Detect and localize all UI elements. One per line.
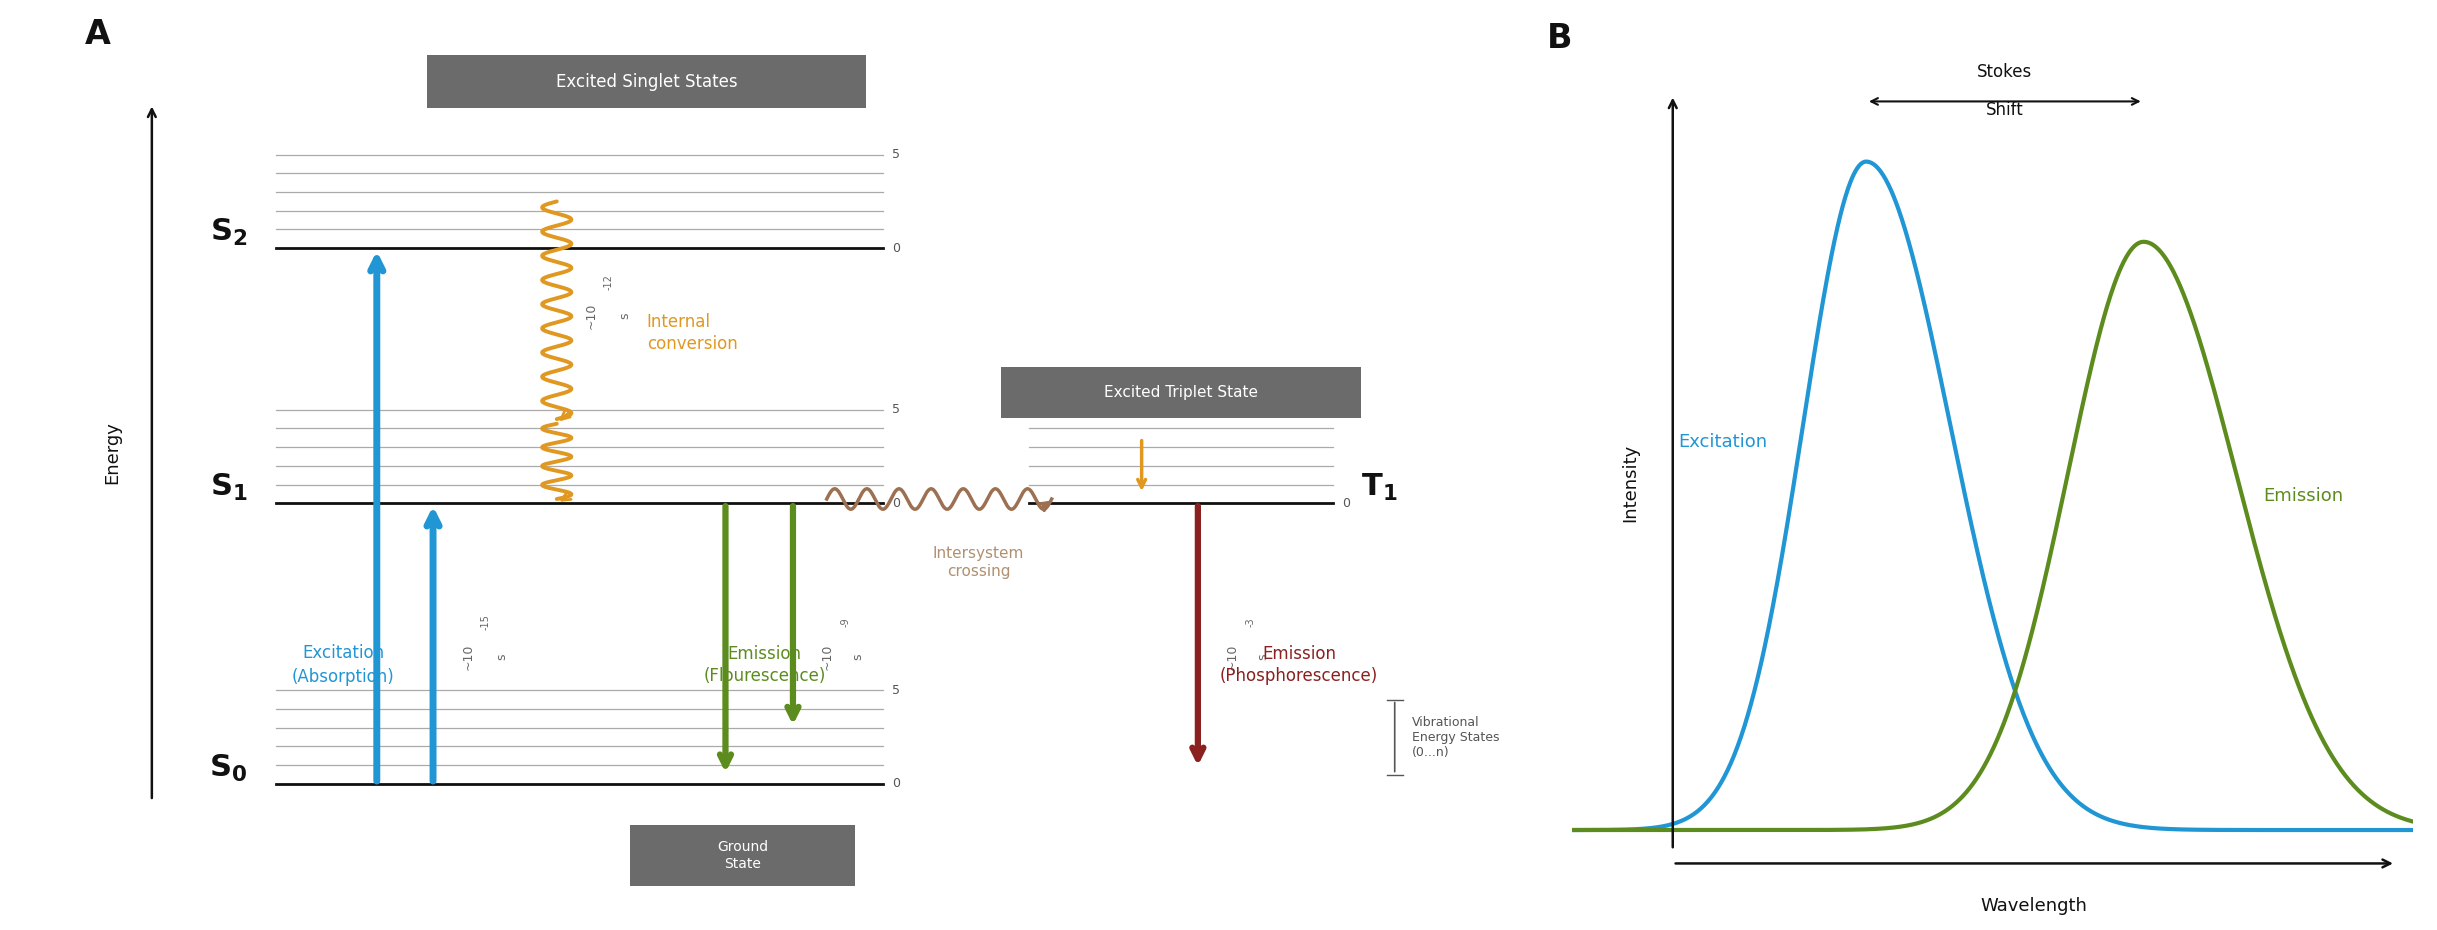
Text: s: s: [1257, 653, 1270, 659]
Text: 5: 5: [892, 404, 899, 417]
Text: 5: 5: [1343, 404, 1350, 417]
Text: Excitation
(Absorption): Excitation (Absorption): [292, 644, 395, 685]
Text: Wavelength: Wavelength: [1981, 897, 2089, 915]
Text: s: s: [619, 313, 631, 319]
Text: -9: -9: [841, 618, 851, 627]
Text: 0: 0: [892, 497, 899, 510]
Text: Excited Singlet States: Excited Singlet States: [556, 73, 738, 90]
Text: s: s: [851, 653, 865, 659]
Text: Emission: Emission: [2264, 486, 2344, 505]
Text: Intersystem
crossing: Intersystem crossing: [933, 546, 1024, 579]
Text: $\mathbf{T_1}$: $\mathbf{T_1}$: [1360, 472, 1396, 503]
Text: 0: 0: [1343, 497, 1350, 510]
Text: ~10: ~10: [461, 644, 475, 670]
Text: Excitation: Excitation: [1679, 433, 1767, 451]
Text: ~10: ~10: [821, 644, 833, 670]
Text: Internal
conversion: Internal conversion: [646, 313, 738, 353]
Text: $\mathbf{S_1}$: $\mathbf{S_1}$: [210, 472, 249, 503]
Text: A: A: [85, 18, 110, 51]
Text: s: s: [495, 653, 507, 659]
Text: -15: -15: [480, 615, 490, 631]
Text: Intensity: Intensity: [1621, 444, 1640, 522]
Text: -12: -12: [604, 274, 614, 290]
Text: $\mathbf{S_0}$: $\mathbf{S_0}$: [210, 752, 249, 784]
FancyBboxPatch shape: [1002, 367, 1360, 418]
Text: Stokes: Stokes: [1976, 63, 2032, 81]
FancyBboxPatch shape: [629, 825, 855, 886]
Text: 0: 0: [892, 777, 899, 790]
Text: ~10: ~10: [1226, 644, 1238, 670]
Text: 0: 0: [892, 242, 899, 255]
Text: Emission
(Phosphorescence): Emission (Phosphorescence): [1221, 644, 1379, 684]
Text: Energy: Energy: [102, 420, 122, 484]
Text: -3: -3: [1245, 618, 1255, 627]
Text: ~10: ~10: [585, 303, 597, 329]
Text: Excited Triplet State: Excited Triplet State: [1104, 385, 1257, 400]
Text: $\mathbf{S_2}$: $\mathbf{S_2}$: [210, 217, 249, 248]
Text: Shift: Shift: [1986, 101, 2023, 119]
Text: 5: 5: [892, 148, 899, 161]
Text: Vibrational
Energy States
(0...n): Vibrational Energy States (0...n): [1411, 715, 1499, 759]
Text: 5: 5: [892, 684, 899, 697]
Text: B: B: [1547, 22, 1572, 55]
Text: Emission
(Flourescence): Emission (Flourescence): [704, 644, 826, 684]
FancyBboxPatch shape: [426, 55, 865, 108]
Text: Ground
State: Ground State: [716, 840, 768, 870]
